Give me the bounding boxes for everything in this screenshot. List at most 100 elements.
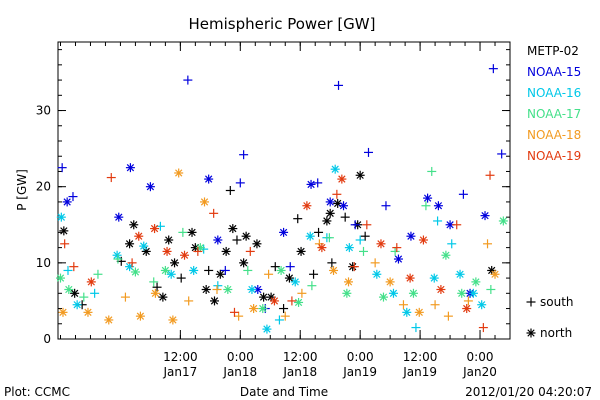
north-point-metp-02 bbox=[141, 246, 151, 256]
north-point-noaa-18 bbox=[344, 277, 354, 287]
north-point-noaa-15 bbox=[279, 227, 289, 237]
south-point-metp-02 bbox=[270, 262, 280, 272]
north-point-noaa-15 bbox=[406, 231, 416, 241]
north-point-noaa-15 bbox=[480, 211, 490, 221]
south-point-noaa-18 bbox=[297, 288, 307, 298]
data-points bbox=[55, 64, 508, 334]
south-point-noaa-18 bbox=[463, 296, 473, 306]
symbol-legend-label: north bbox=[540, 326, 572, 340]
south-point-noaa-17 bbox=[307, 281, 317, 291]
north-point-noaa-18 bbox=[490, 269, 500, 279]
north-point-noaa-18 bbox=[249, 304, 259, 314]
north-point-noaa-16 bbox=[262, 324, 272, 334]
north-point-noaa-15 bbox=[433, 201, 443, 211]
south-point-noaa-15 bbox=[334, 80, 344, 90]
south-point-noaa-15 bbox=[458, 189, 468, 199]
north-point-noaa-19 bbox=[405, 273, 415, 283]
legend-entry: NOAA-19 bbox=[527, 149, 581, 163]
x-tick-date-label: Jan19 bbox=[402, 365, 437, 379]
north-point-noaa-15 bbox=[423, 193, 433, 203]
north-point-noaa-15 bbox=[145, 182, 155, 192]
south-point-noaa-15 bbox=[381, 201, 391, 211]
north-point-metp-02 bbox=[158, 292, 168, 302]
y-axis-label: P [GW] bbox=[15, 169, 29, 211]
north-point-noaa-15 bbox=[204, 174, 214, 184]
south-point-metp-02 bbox=[232, 235, 242, 245]
north-point-metp-02 bbox=[221, 246, 231, 256]
legend: METP-02 NOAA-15 NOAA-16 NOAA-17 NOAA-18 NOAA-… bbox=[527, 44, 581, 163]
north-point-noaa-17 bbox=[160, 265, 170, 275]
symbol-legend: south north bbox=[526, 295, 574, 340]
north-point-noaa-18 bbox=[385, 277, 395, 287]
footer-credit: Plot: CCMC bbox=[4, 385, 70, 399]
north-point-metp-02 bbox=[228, 224, 238, 234]
south-point-noaa-15 bbox=[350, 220, 360, 230]
south-point-noaa-16 bbox=[213, 281, 223, 291]
north-point-noaa-16 bbox=[429, 273, 439, 283]
north-point-noaa-15 bbox=[62, 197, 72, 207]
north-point-noaa-16 bbox=[344, 243, 354, 253]
north-point-noaa-19 bbox=[376, 239, 386, 249]
south-point-noaa-16 bbox=[433, 216, 443, 226]
north-point-metp-02 bbox=[325, 208, 335, 218]
north-point-noaa-19 bbox=[150, 224, 160, 234]
north-point-noaa-16 bbox=[402, 307, 412, 317]
north-point-noaa-18 bbox=[104, 315, 114, 325]
x-tick-time-label: 12:00 bbox=[283, 350, 318, 364]
y-tick-label: 30 bbox=[36, 104, 51, 118]
x-tick-time-label: 0:00 bbox=[467, 350, 494, 364]
north-point-noaa-17 bbox=[223, 285, 233, 294]
south-point-noaa-17 bbox=[324, 233, 334, 243]
y-tick-label: 20 bbox=[36, 180, 51, 194]
x-axis-label: Date and Time bbox=[240, 385, 328, 399]
x-tick-time-label: 12:00 bbox=[403, 350, 438, 364]
south-point-noaa-15 bbox=[235, 178, 245, 188]
north-point-noaa-19 bbox=[162, 246, 172, 256]
north-point-noaa-19 bbox=[269, 296, 279, 306]
south-point-noaa-15 bbox=[285, 262, 295, 272]
north-point-noaa-19 bbox=[180, 250, 190, 260]
north-point-noaa-16 bbox=[139, 241, 149, 251]
north-point-metp-02 bbox=[239, 258, 249, 268]
x-tick-time-label: 0:00 bbox=[227, 350, 254, 364]
x-tick-date-label: Jan17 bbox=[162, 365, 197, 379]
north-point-noaa-18 bbox=[150, 288, 160, 298]
north-point-metp-02 bbox=[355, 170, 365, 180]
south-point-noaa-18 bbox=[264, 269, 274, 279]
x-tick-date-label: Jan19 bbox=[342, 365, 377, 379]
x-tick-date-label: Jan18 bbox=[222, 365, 257, 379]
y-tick-label: 0 bbox=[43, 332, 51, 346]
north-point-noaa-19 bbox=[462, 304, 472, 314]
y-tick-label: 10 bbox=[36, 256, 51, 270]
north-point-noaa-17 bbox=[441, 250, 451, 260]
north-point-noaa-16 bbox=[166, 269, 176, 279]
south-point-noaa-19 bbox=[106, 173, 116, 183]
x-tick-time-label: 12:00 bbox=[163, 350, 198, 364]
south-point-noaa-16 bbox=[274, 315, 284, 325]
north-point-noaa-15 bbox=[306, 179, 316, 189]
south-point-noaa-18 bbox=[443, 311, 453, 321]
south-point-noaa-19 bbox=[332, 189, 342, 199]
north-point-noaa-15 bbox=[125, 163, 135, 173]
south-point-noaa-16 bbox=[447, 239, 457, 249]
south-point-metp-02 bbox=[279, 304, 289, 314]
plot-frame bbox=[57, 41, 511, 340]
south-point-noaa-17 bbox=[427, 166, 437, 176]
south-point-noaa-18 bbox=[398, 300, 408, 310]
south-point-metp-02 bbox=[204, 265, 214, 275]
south-point-noaa-18 bbox=[370, 258, 380, 268]
south-point-metp-02 bbox=[225, 186, 235, 195]
north-point-noaa-18 bbox=[414, 307, 424, 317]
north-point-metp-02 bbox=[70, 288, 80, 298]
north-point-noaa-15 bbox=[213, 235, 223, 245]
south-point-noaa-17 bbox=[149, 277, 159, 287]
north-point-noaa-16 bbox=[455, 269, 465, 279]
north-point-noaa-16 bbox=[56, 212, 66, 222]
south-point-noaa-17 bbox=[93, 269, 103, 279]
north-point-metp-02 bbox=[187, 227, 197, 237]
x-tick-date-label: Jan18 bbox=[282, 365, 317, 379]
north-point-noaa-16 bbox=[477, 300, 487, 310]
south-point-noaa-18 bbox=[120, 292, 130, 302]
north-point-noaa-17 bbox=[258, 304, 268, 314]
north-point-noaa-16 bbox=[372, 269, 382, 279]
